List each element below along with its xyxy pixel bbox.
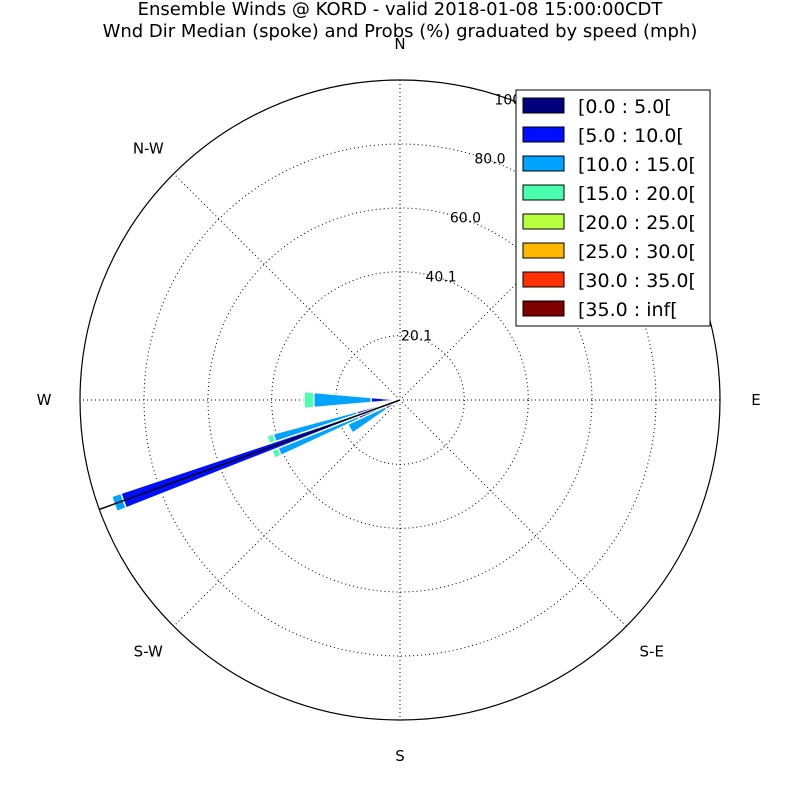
legend-label-1: [5.0 : 10.0[ — [578, 125, 684, 147]
median-spoke — [99, 399, 401, 511]
legend-label-3: [15.0 : 20.0[ — [578, 183, 696, 205]
legend-swatch-2 — [522, 155, 565, 172]
legend-label-7: [35.0 : inf[ — [578, 299, 678, 321]
legend-label-0: [0.0 : 5.0[ — [578, 96, 672, 118]
grid-ring-1 — [271, 271, 529, 529]
legend: [0.0 : 5.0[ [5.0 : 10.0[ [10.0 : 15.0[ [15.… — [515, 89, 711, 327]
direction-label-w: W — [37, 391, 52, 409]
legend-label-6: [30.0 : 35.0[ — [578, 270, 696, 292]
legend-swatch-6 — [522, 271, 565, 288]
outer-ring — [79, 79, 721, 721]
wind-bars — [99, 390, 401, 513]
direction-label-n: N — [394, 35, 405, 53]
direction-label-e: E — [751, 391, 760, 409]
legend-swatch-5 — [522, 242, 565, 259]
legend-swatch-4 — [522, 213, 565, 230]
ring-label-0: 20.1 — [401, 329, 432, 345]
bar-0-bin-2 — [312, 391, 373, 409]
outer-circle — [79, 79, 721, 721]
ring-label-2: 60.0 — [450, 211, 481, 227]
direction-label-s-e: S-E — [640, 643, 664, 661]
direction-label-n-w: N-W — [133, 139, 164, 157]
legend-swatch-0 — [522, 97, 565, 114]
bar-0-bin-3 — [303, 390, 315, 410]
bar-2-bin-2 — [346, 405, 388, 435]
legend-swatch-7 — [522, 300, 565, 317]
direction-label-s-w: S-W — [134, 643, 163, 661]
legend-swatch-3 — [522, 184, 565, 201]
ring-label-3: 80.0 — [474, 151, 505, 167]
legend-label-5: [25.0 : 30.0[ — [578, 241, 696, 263]
legend-label-2: [10.0 : 15.0[ — [578, 154, 696, 176]
chart-title: Ensemble Winds @ KORD - valid 2018-01-08… — [138, 0, 664, 20]
direction-label-s: S — [395, 747, 405, 765]
legend-label-4: [20.0 : 25.0[ — [578, 212, 696, 234]
bar-3-bin-1 — [119, 399, 401, 509]
chart-subtitle: Wnd Dir Median (spoke) and Probs (%) gra… — [103, 21, 698, 42]
ring-label-1: 40.1 — [426, 269, 457, 285]
legend-swatch-1 — [522, 126, 565, 143]
